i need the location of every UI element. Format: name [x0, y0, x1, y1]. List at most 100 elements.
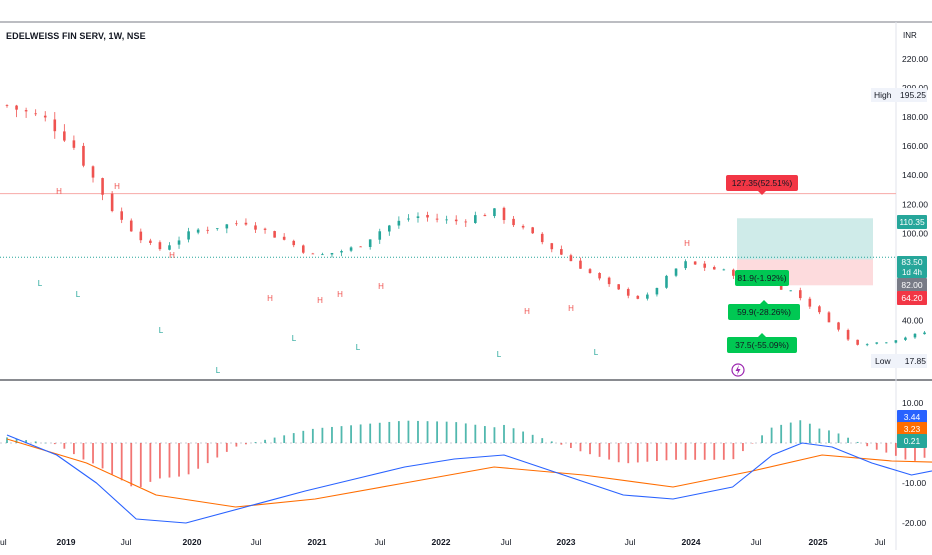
price-tick-label: 40.00: [902, 315, 924, 325]
macd-hist-bar: [235, 443, 238, 447]
time-axis-label: Jul: [625, 537, 636, 547]
macd-hist-bar: [455, 422, 458, 443]
macd-hist-bar: [713, 443, 716, 460]
macd-hist-bar: [44, 442, 47, 444]
macd-hist-bar: [350, 425, 352, 443]
macd-hist-bar: [464, 423, 467, 443]
macd-hist-bar: [847, 437, 849, 443]
countdown-badge: 1d 4h: [902, 268, 922, 277]
time-axis-label: 2025: [809, 537, 828, 547]
macd-hist-bar: [101, 443, 104, 469]
entry-callout-box: [735, 270, 789, 286]
macd-hist-bar: [340, 426, 343, 443]
candle-body: [91, 166, 95, 178]
high-value: 195.25: [900, 90, 926, 100]
target-callout-box: [726, 175, 798, 191]
target-callout: 127.35(52.51%): [732, 178, 793, 188]
time-axis-label: Jul: [251, 537, 262, 547]
macd-hist-bar: [331, 426, 333, 443]
macd-line: [6, 434, 932, 524]
candle-body: [655, 287, 659, 295]
candle-body: [311, 253, 315, 255]
candle-body: [502, 207, 506, 221]
macd-hist-bar: [923, 443, 926, 458]
candle-body: [588, 269, 592, 273]
candle-body: [569, 255, 573, 262]
macd-value-badge-bg: [897, 410, 927, 424]
swing-high-marker: H: [169, 251, 175, 260]
candle-body: [63, 131, 66, 141]
macd-hist-bar: [761, 435, 763, 443]
candle-body: [129, 220, 133, 232]
swing-high-marker: H: [114, 182, 120, 191]
candle-body: [149, 240, 152, 243]
swing-low-marker: L: [292, 334, 297, 343]
candle-body: [464, 221, 468, 223]
candle-body: [837, 322, 840, 330]
candle-body: [292, 240, 296, 246]
macd-hist-bar: [359, 424, 362, 443]
candle-body: [798, 290, 802, 299]
macd-hist-bar: [53, 443, 56, 445]
candle-body: [72, 140, 76, 148]
candle-body: [493, 208, 496, 217]
macd-hist-bar: [885, 443, 888, 453]
macd-hist-bar: [245, 443, 247, 445]
macd-hist-bar: [436, 421, 438, 443]
macd-hist-bar: [665, 443, 668, 461]
candle-body: [206, 229, 210, 231]
swing-high-marker: H: [267, 294, 273, 303]
candle-body: [827, 312, 831, 323]
candle-body: [512, 218, 515, 226]
candle-body: [244, 222, 248, 225]
macd-hist-bar: [397, 421, 400, 443]
candle-body: [474, 215, 477, 223]
swing-high-marker: H: [568, 304, 574, 313]
macd-hist-bar: [751, 443, 754, 444]
support1-callout: 59.9(-28.26%): [737, 307, 791, 317]
candle-body: [378, 231, 382, 240]
candle-body: [426, 214, 429, 218]
low-value: 17.85: [905, 356, 927, 366]
candles: [5, 104, 926, 347]
candle-body: [263, 228, 267, 230]
swing-low-marker: L: [356, 343, 361, 352]
time-axis-label: Jul: [751, 537, 762, 547]
entry-callout: 81.9(-1.92%): [737, 273, 786, 283]
candle-body: [531, 227, 534, 234]
macd-hist-bar: [818, 428, 821, 443]
macd-hist-bar: [283, 435, 286, 443]
candle-body: [349, 247, 353, 251]
time-axis-label: Jul: [501, 537, 512, 547]
macd-hist-bar: [292, 433, 295, 443]
candle-body: [139, 231, 143, 241]
high-badge-bg: [871, 88, 927, 102]
macd-hist-bar: [617, 443, 620, 463]
candle-body: [550, 243, 554, 250]
candle-body: [359, 246, 362, 248]
candle-body: [560, 249, 563, 255]
candle-body: [607, 277, 611, 285]
swing-low-marker: L: [497, 350, 502, 359]
macd-hist-bar: [311, 428, 314, 443]
macd-hist-bar: [799, 420, 802, 443]
candle-body: [904, 337, 907, 340]
candle-body: [215, 228, 219, 230]
target-zone: [737, 218, 873, 260]
candle-body: [445, 219, 448, 221]
candle-body: [712, 267, 716, 270]
macd-hist-bar: [780, 424, 783, 443]
macd-hist-bar: [321, 427, 324, 443]
macd-hist-bar: [493, 427, 496, 443]
macd-hist-bar: [503, 424, 505, 443]
last-price-badge: 83.50: [901, 257, 923, 267]
macd-hist-bar: [417, 420, 419, 443]
swing-low-marker: L: [216, 366, 221, 375]
macd-histogram: [6, 420, 926, 487]
macd-hist-bar: [254, 442, 257, 443]
support1-callout-box: [728, 304, 800, 320]
candle-body: [177, 240, 181, 245]
macd-hist-bar: [875, 443, 878, 450]
